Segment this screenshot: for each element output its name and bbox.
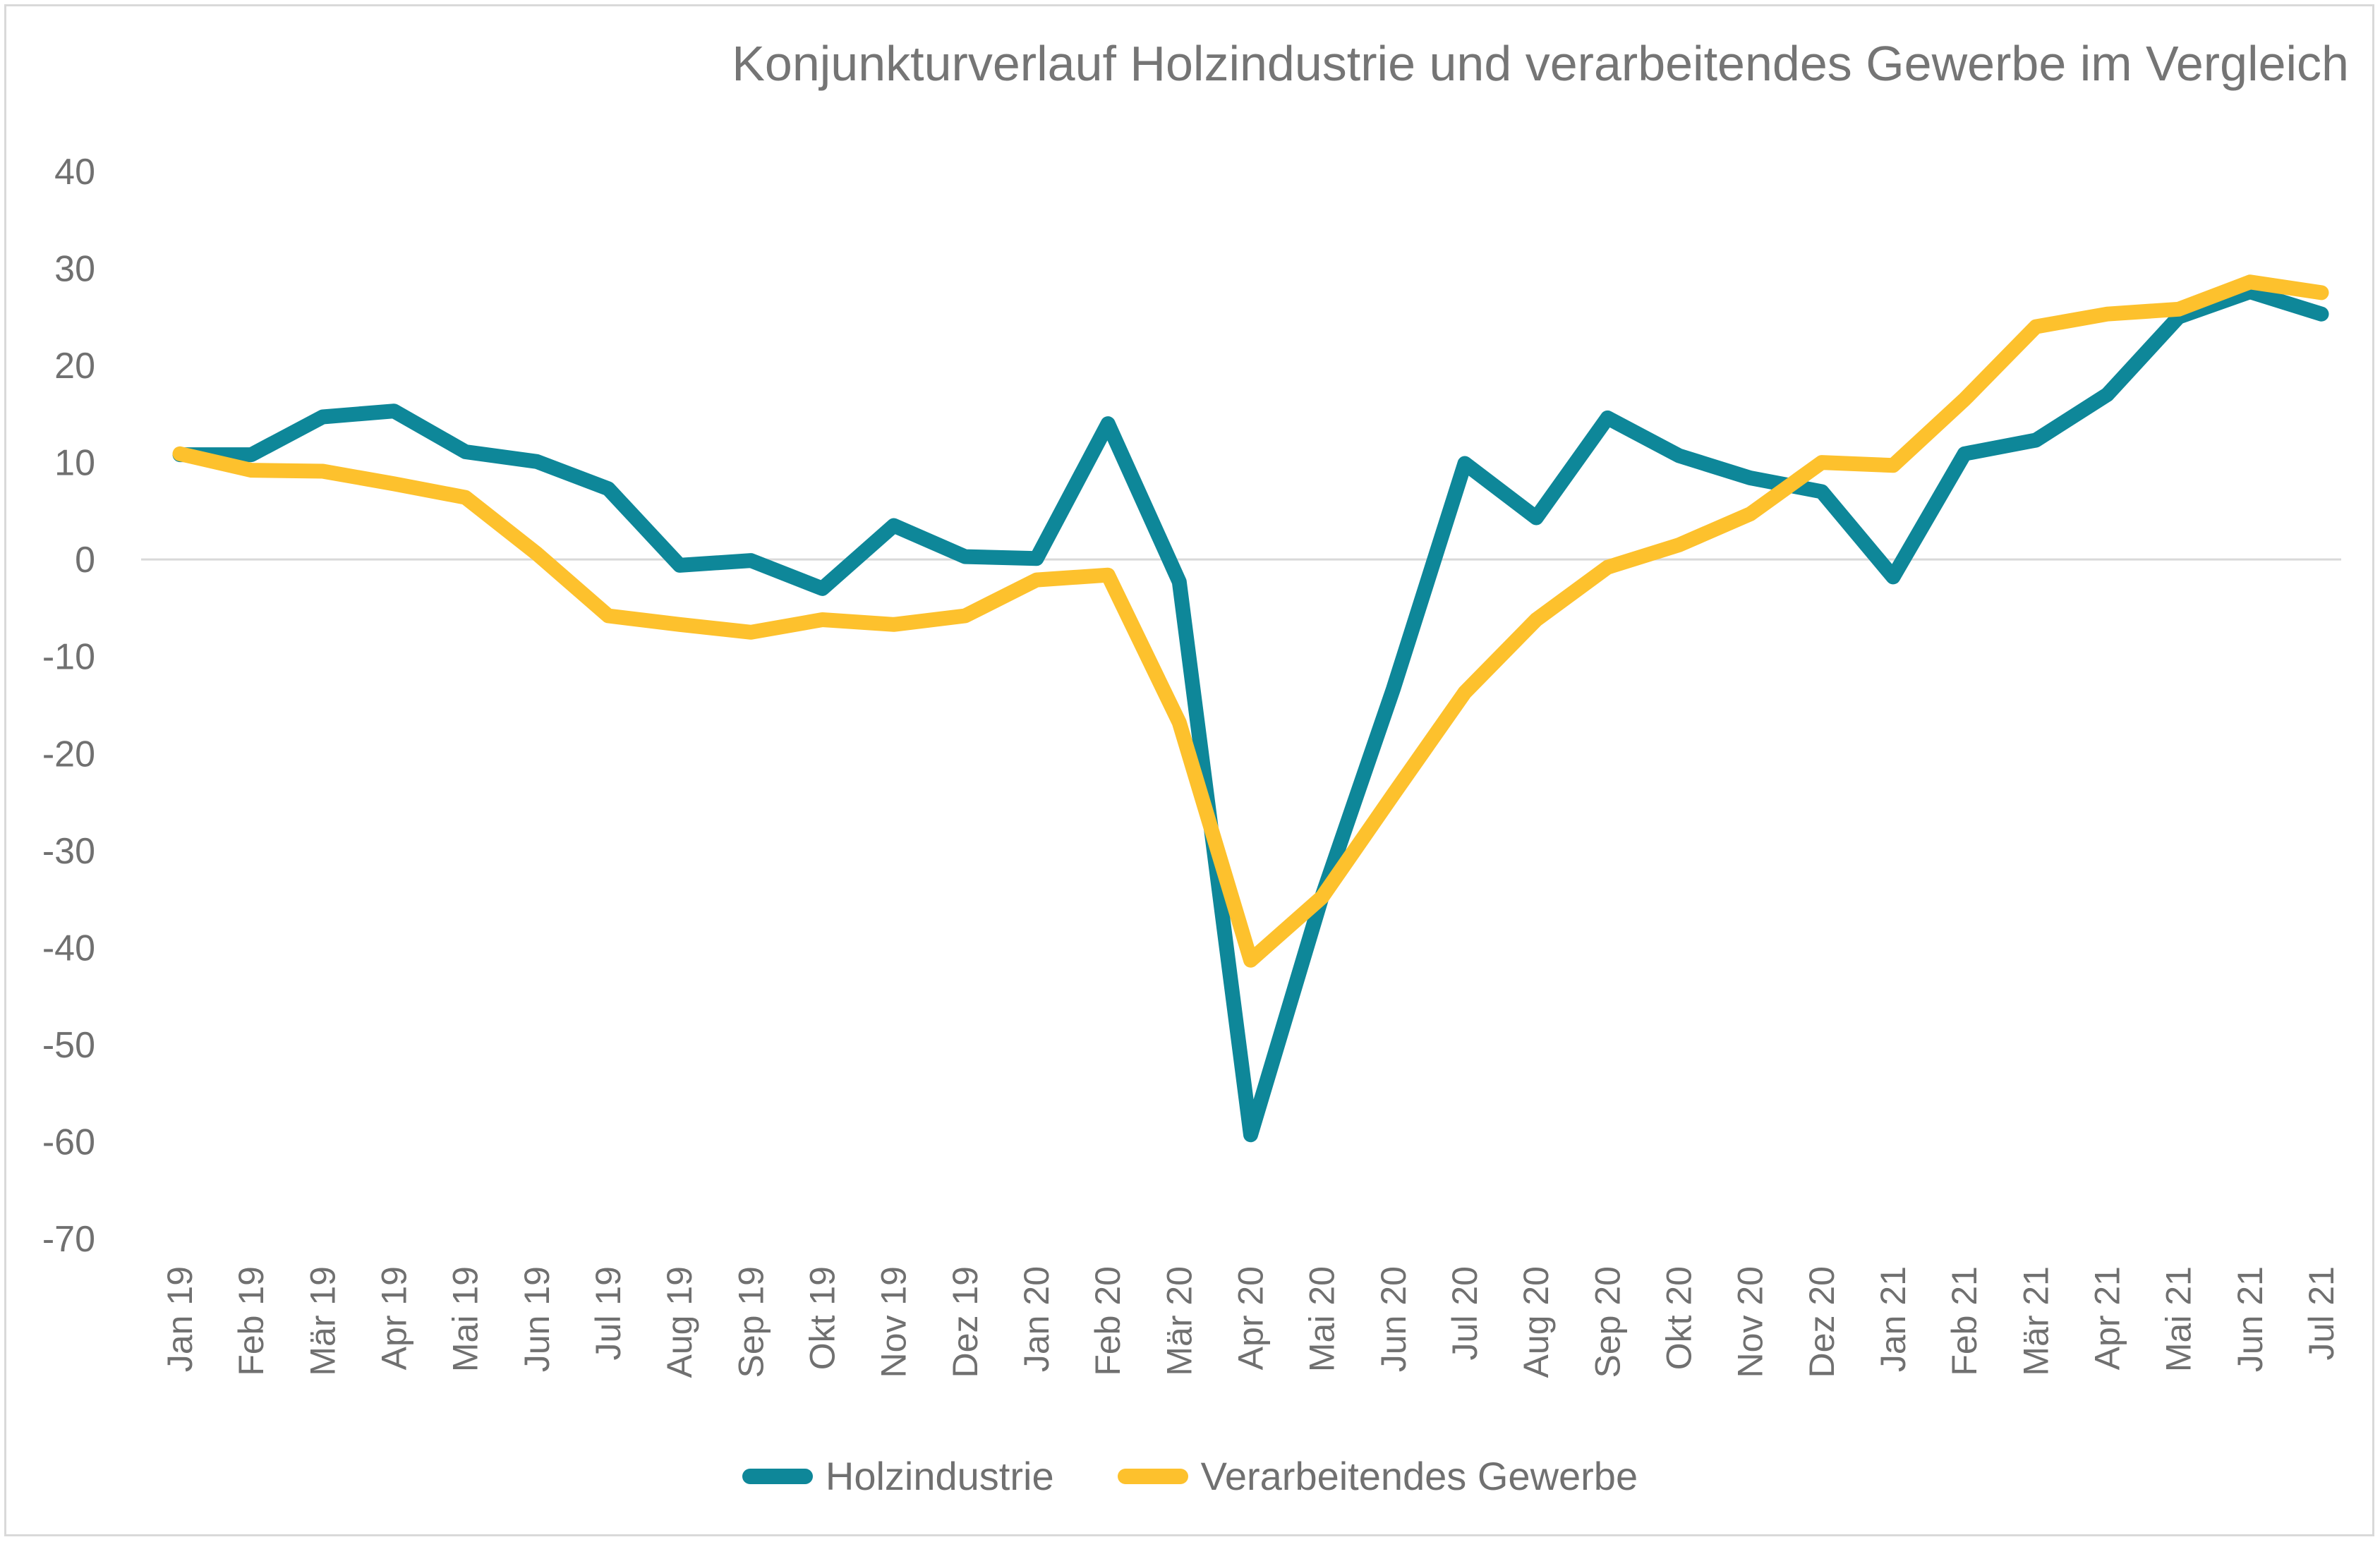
legend-label-holzindustrie: Holzindustrie (825, 1454, 1054, 1498)
x-tick-label: Sep 19 (731, 1266, 771, 1378)
legend: Holzindustrie Verarbeitendes Gewerbe (0, 1453, 2380, 1499)
x-tick-label: Jan 19 (160, 1266, 200, 1372)
x-tick-label: Jul 20 (1445, 1266, 1485, 1360)
y-tick-label: -50 (42, 1025, 95, 1066)
x-tick-label: Aug 20 (1516, 1266, 1556, 1378)
x-tick-label: Feb 20 (1088, 1266, 1128, 1376)
x-tick-label: Nov 19 (874, 1266, 914, 1378)
x-tick-label: Dez 20 (1802, 1266, 1842, 1378)
chart-title: Konjunkturverlauf Holzindustrie und vera… (732, 36, 2349, 91)
x-tick-label: Jul 19 (588, 1266, 628, 1360)
y-tick-label: -20 (42, 734, 95, 775)
x-tick-label: Mai 19 (446, 1266, 485, 1372)
x-tick-label: Jul 21 (2302, 1266, 2341, 1360)
x-tick-label: Apr 21 (2088, 1266, 2127, 1370)
legend-swatch-holzindustrie (742, 1468, 813, 1484)
series-line-verarbeitendes-gewerbe (172, 274, 2329, 968)
x-tick-label: Mär 21 (2016, 1266, 2055, 1376)
y-tick-label: 30 (54, 249, 95, 290)
y-tick-label: 10 (54, 443, 95, 484)
y-tick-label: 40 (54, 152, 95, 193)
y-tick-label: -60 (42, 1122, 95, 1162)
x-tick-label: Nov 20 (1731, 1266, 1770, 1378)
x-tick-label: Mär 20 (1159, 1266, 1199, 1376)
x-tick-label: Jun 19 (517, 1266, 557, 1372)
series-line-holzindustrie (172, 284, 2329, 1143)
legend-swatch-verarbeitendes-gewerbe (1117, 1468, 1188, 1484)
x-tick-label: Okt 19 (803, 1266, 842, 1370)
x-tick-label: Feb 21 (1945, 1266, 1984, 1376)
y-tick-label: -40 (42, 928, 95, 969)
y-tick-label: -30 (42, 831, 95, 872)
x-tick-label: Jan 21 (1873, 1266, 1913, 1372)
y-tick-label: -70 (42, 1219, 95, 1260)
x-tick-label: Mai 21 (2159, 1266, 2199, 1372)
x-tick-label: Jun 21 (2230, 1266, 2270, 1372)
x-tick-label: Apr 19 (375, 1266, 414, 1370)
x-tick-label: Okt 20 (1660, 1266, 1699, 1370)
y-tick-label: -10 (42, 637, 95, 678)
x-tick-label: Jan 20 (1017, 1266, 1056, 1372)
legend-item-holzindustrie: Holzindustrie (742, 1453, 1054, 1499)
x-tick-label: Aug 19 (660, 1266, 699, 1378)
x-tick-label: Apr 20 (1231, 1266, 1271, 1370)
x-tick-label: Jun 20 (1374, 1266, 1413, 1372)
x-tick-label: Mär 19 (303, 1266, 342, 1376)
x-tick-label: Feb 19 (231, 1266, 271, 1376)
x-tick-label: Mai 20 (1303, 1266, 1342, 1372)
y-tick-label: 20 (54, 346, 95, 387)
x-tick-label: Dez 19 (946, 1266, 985, 1378)
y-tick-label: 0 (75, 540, 95, 581)
legend-item-verarbeitendes-gewerbe: Verarbeitendes Gewerbe (1117, 1453, 1638, 1499)
x-tick-label: Sep 20 (1588, 1266, 1627, 1378)
legend-label-verarbeitendes-gewerbe: Verarbeitendes Gewerbe (1200, 1454, 1638, 1498)
